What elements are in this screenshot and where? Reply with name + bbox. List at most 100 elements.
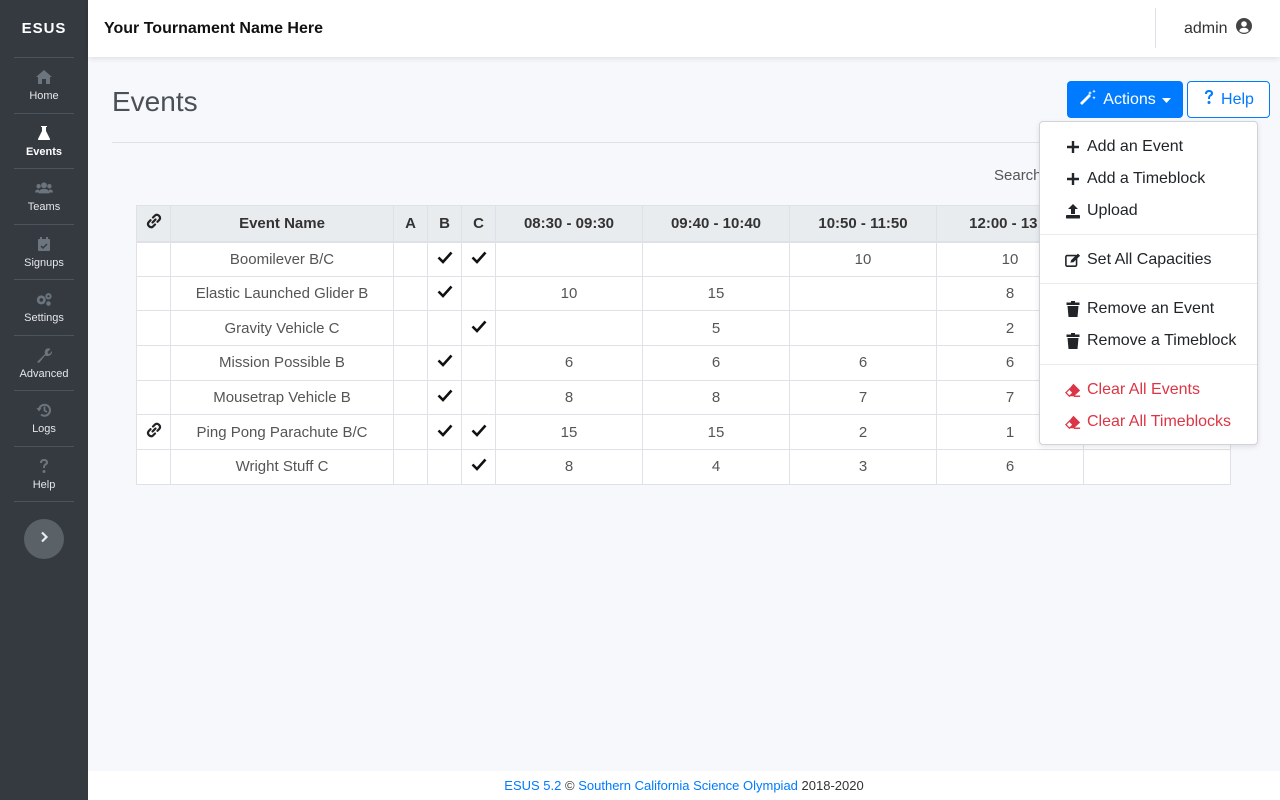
division-c-cell[interactable] <box>461 379 496 416</box>
column-header-c[interactable]: C <box>461 205 496 243</box>
org-link[interactable]: Southern California Science Olympiad <box>578 778 798 793</box>
division-b-cell[interactable] <box>427 414 462 451</box>
menu-item-label: Add an Event <box>1087 138 1184 155</box>
copyright-symbol: © <box>565 778 575 793</box>
trash-icon <box>1065 333 1081 349</box>
plus-icon <box>1065 171 1081 187</box>
search-label: Search <box>994 167 1042 184</box>
sidebar-item-logs[interactable]: Logs <box>14 391 74 447</box>
username: admin <box>1184 19 1228 37</box>
table-row[interactable]: Elastic Launched Glider B 10 15 8 <box>136 275 1231 312</box>
menu-item-clear-timeblocks[interactable]: Clear All Timeblocks <box>1040 407 1257 437</box>
column-header-timeblock[interactable]: 09:40 - 10:40 <box>642 205 790 243</box>
column-header-b[interactable]: B <box>427 205 462 243</box>
division-b-cell[interactable] <box>427 449 462 485</box>
version-link[interactable]: ESUS 5.2 <box>504 778 562 793</box>
sidebar-item-teams[interactable]: Teams <box>14 169 74 225</box>
help-label: Help <box>1221 90 1254 108</box>
sidebar-item-home[interactable]: Home <box>14 58 74 114</box>
division-b-cell[interactable] <box>427 345 462 381</box>
capacity-cell[interactable]: 7 <box>789 379 937 416</box>
sidebar-item-signups[interactable]: Signups <box>14 225 74 280</box>
capacity-cell[interactable]: 6 <box>495 345 643 381</box>
capacity-cell[interactable]: 8 <box>495 379 643 416</box>
menu-item-upload[interactable]: Upload <box>1040 196 1257 226</box>
question-icon <box>1203 89 1215 110</box>
sidebar-item-advanced[interactable]: Advanced <box>14 336 74 391</box>
column-header-link[interactable] <box>136 205 171 243</box>
division-a-cell[interactable] <box>393 275 428 312</box>
capacity-cell[interactable]: 6 <box>642 345 790 381</box>
capacity-cell[interactable] <box>789 310 937 347</box>
linked-cell <box>136 379 171 416</box>
sidebar-item-label: Signups <box>24 256 64 269</box>
capacity-cell[interactable]: 10 <box>495 275 643 312</box>
linked-cell[interactable] <box>136 414 171 451</box>
capacity-cell[interactable]: 2 <box>789 414 937 451</box>
capacity-cell[interactable]: 6 <box>936 449 1084 485</box>
help-button[interactable]: Help <box>1187 81 1270 118</box>
capacity-cell[interactable]: 3 <box>789 449 937 485</box>
menu-item-add-timeblock[interactable]: Add a Timeblock <box>1040 164 1257 194</box>
division-b-cell[interactable] <box>427 275 462 312</box>
event-name-cell: Ping Pong Parachute B/C <box>170 414 394 451</box>
actions-dropdown-button[interactable]: Actions <box>1067 81 1183 118</box>
event-name-cell: Boomilever B/C <box>170 241 394 277</box>
division-a-cell[interactable] <box>393 449 428 485</box>
capacity-cell[interactable] <box>1083 449 1231 485</box>
user-menu[interactable]: admin <box>1184 0 1252 57</box>
menu-item-remove-event[interactable]: Remove an Event <box>1040 294 1257 324</box>
capacity-cell[interactable]: 5 <box>642 310 790 347</box>
division-b-cell[interactable] <box>427 379 462 416</box>
question-icon <box>35 457 53 475</box>
brand-logo[interactable]: ESUS <box>14 0 74 58</box>
capacity-cell[interactable]: 8 <box>642 379 790 416</box>
menu-item-set-capacities[interactable]: Set All Capacities <box>1040 245 1257 275</box>
division-a-cell[interactable] <box>393 379 428 416</box>
menu-item-label: Clear All Timeblocks <box>1087 413 1232 430</box>
menu-item-label: Clear All Events <box>1087 381 1200 398</box>
link-icon <box>146 422 162 442</box>
sidebar-item-label: Logs <box>32 423 56 436</box>
division-c-cell[interactable] <box>461 275 496 312</box>
home-icon <box>35 68 53 86</box>
capacity-cell[interactable]: 15 <box>642 275 790 312</box>
sidebar-toggle-button[interactable] <box>24 519 64 559</box>
menu-item-remove-timeblock[interactable]: Remove a Timeblock <box>1040 326 1257 356</box>
menu-divider <box>1040 364 1257 365</box>
capacity-cell[interactable] <box>495 241 643 277</box>
capacity-cell[interactable]: 4 <box>642 449 790 485</box>
column-header-timeblock[interactable]: 10:50 - 11:50 <box>789 205 937 243</box>
sidebar-item-events[interactable]: Events <box>14 114 74 169</box>
division-c-cell[interactable] <box>461 241 496 277</box>
division-b-cell[interactable] <box>427 241 462 277</box>
check-icon <box>437 354 453 371</box>
capacity-cell[interactable]: 6 <box>789 345 937 381</box>
division-c-cell[interactable] <box>461 345 496 381</box>
division-a-cell[interactable] <box>393 414 428 451</box>
sidebar-item-label: Advanced <box>19 367 69 380</box>
menu-item-add-event[interactable]: Add an Event <box>1040 132 1257 162</box>
column-header-event-name[interactable]: Event Name <box>170 205 394 243</box>
column-header-timeblock[interactable]: 08:30 - 09:30 <box>495 205 643 243</box>
capacity-cell[interactable]: 15 <box>495 414 643 451</box>
division-c-cell[interactable] <box>461 310 496 347</box>
capacity-cell[interactable]: 15 <box>642 414 790 451</box>
capacity-cell[interactable] <box>642 241 790 277</box>
division-a-cell[interactable] <box>393 310 428 347</box>
division-c-cell[interactable] <box>461 414 496 451</box>
column-header-a[interactable]: A <box>393 205 428 243</box>
division-b-cell[interactable] <box>427 310 462 347</box>
capacity-cell[interactable]: 10 <box>789 241 937 277</box>
division-a-cell[interactable] <box>393 345 428 381</box>
capacity-cell[interactable] <box>495 310 643 347</box>
sidebar-item-settings[interactable]: Settings <box>14 280 74 336</box>
division-a-cell[interactable] <box>393 241 428 277</box>
division-c-cell[interactable] <box>461 449 496 485</box>
capacity-cell[interactable] <box>789 275 937 312</box>
capacity-cell[interactable]: 8 <box>495 449 643 485</box>
menu-item-clear-events[interactable]: Clear All Events <box>1040 375 1257 405</box>
sidebar-item-help[interactable]: Help <box>14 447 74 502</box>
